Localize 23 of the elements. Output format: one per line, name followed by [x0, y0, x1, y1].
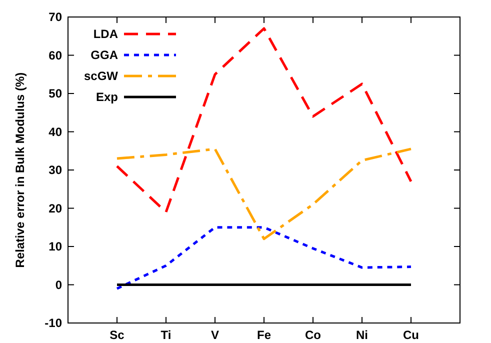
y-tick-label: 0 [55, 278, 62, 292]
y-axis-title: Relative error in Bulk Modulus (%) [13, 72, 27, 268]
y-tick-label: 70 [48, 10, 62, 24]
legend-label: Exp [96, 90, 118, 104]
legend-label: GGA [90, 48, 118, 62]
y-tick-label: 60 [48, 48, 62, 62]
legend-label: scGW [84, 69, 119, 84]
y-tick-label: 40 [48, 124, 62, 139]
x-tick-label: Sc [110, 328, 125, 342]
line-series [116, 226, 412, 290]
legend-label: LDA [93, 27, 118, 42]
line-series [116, 148, 412, 240]
y-tick-label: 20 [48, 201, 62, 216]
x-tick-label: Co [305, 328, 321, 342]
y-tick-label: 50 [48, 86, 62, 101]
y-tick-label: 30 [48, 163, 62, 178]
x-tick-label: Fe [256, 328, 272, 342]
x-tick-label: Ni [356, 328, 368, 342]
y-tick-label: 10 [48, 240, 62, 254]
y-tick-label: -10 [44, 316, 62, 330]
x-tick-label: Cu [403, 328, 419, 342]
x-tick-label: Ti [160, 328, 172, 342]
x-tick-label: V [210, 328, 220, 342]
